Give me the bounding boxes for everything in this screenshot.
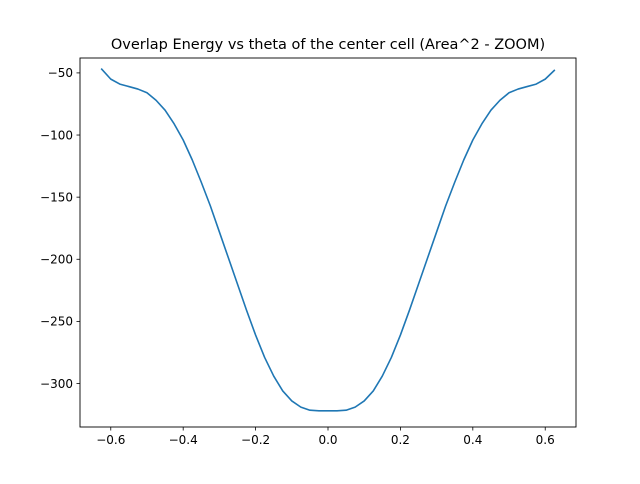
x-tick-label: 0.4 (463, 433, 482, 447)
x-tick-label: −0.4 (169, 433, 198, 447)
x-tick-label: 0.0 (318, 433, 337, 447)
y-tick-label: −200 (40, 253, 73, 267)
y-tick-label: −100 (40, 128, 73, 142)
y-axis-ticks: −50 −100 −150 −200 −250 −300 (40, 66, 80, 391)
y-tick-label: −300 (40, 377, 73, 391)
x-tick-label: 0.6 (536, 433, 555, 447)
series-line (100, 68, 556, 412)
x-tick-label: −0.2 (241, 433, 270, 447)
chart-title: Overlap Energy vs theta of the center ce… (111, 37, 545, 53)
x-axis-ticks: −0.6 −0.4 −0.2 0.0 0.2 0.4 0.6 (96, 427, 555, 447)
x-tick-label: 0.2 (391, 433, 410, 447)
plot-frame (79, 57, 577, 428)
plot-lines (100, 68, 556, 412)
y-tick-label: −250 (40, 315, 73, 329)
y-tick-label: −150 (40, 190, 73, 204)
x-tick-label: −0.6 (96, 433, 125, 447)
y-tick-label: −50 (48, 66, 73, 80)
